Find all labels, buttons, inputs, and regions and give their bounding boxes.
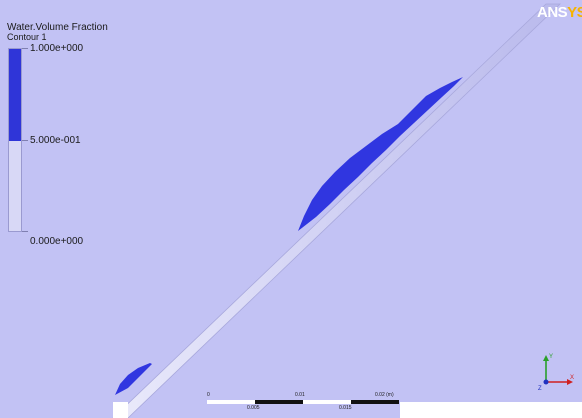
triad-x-arrow	[567, 379, 573, 385]
legend-label-min: 0.000e+000	[30, 236, 84, 247]
scale-label-0-015: 0.015	[339, 405, 352, 411]
water-film-lower	[115, 363, 152, 395]
scale-label-0: 0	[207, 392, 210, 398]
scale-label-0-02: 0.02 (m)	[375, 392, 394, 398]
legend-label-max: 1.000e+000	[30, 43, 84, 54]
viewport-bottom-band	[400, 402, 582, 418]
triad-y-label: Y	[549, 354, 553, 360]
water-film-upper	[298, 77, 463, 231]
legend-subtitle: Contour 1	[7, 32, 47, 42]
logo-part-ans: ANS	[537, 4, 568, 21]
scale-segment-3	[303, 400, 351, 404]
scale-label-0-01: 0.01	[295, 392, 305, 398]
inclined-plate	[112, 3, 561, 418]
legend-tick-mid	[22, 140, 28, 141]
legend-tick-max	[22, 48, 28, 49]
legend-title: Water.Volume Fraction	[7, 22, 108, 33]
scale-segment-2	[255, 400, 303, 404]
ansys-logo: ANSYS	[537, 5, 582, 20]
logo-part-sys: YS	[567, 4, 582, 21]
scale-bar: 0 0.01 0.02 (m) 0.005 0.015	[207, 392, 399, 412]
legend-tick-min	[22, 231, 28, 232]
legend-color-bar-high-band	[9, 49, 21, 141]
triad-z-label: Z	[538, 386, 542, 392]
triad-x-label: X	[570, 375, 574, 381]
scale-label-0-005: 0.005	[247, 405, 260, 411]
scale-segment-1	[207, 400, 255, 404]
legend-label-mid: 5.000e-001	[30, 135, 81, 146]
legend-color-bar	[8, 48, 22, 232]
scale-segment-4	[351, 400, 399, 404]
plate-base-block	[113, 402, 128, 418]
axis-triad: Y X Z	[538, 354, 574, 392]
triad-y-arrow	[543, 355, 549, 361]
triad-z-axis	[543, 379, 549, 385]
